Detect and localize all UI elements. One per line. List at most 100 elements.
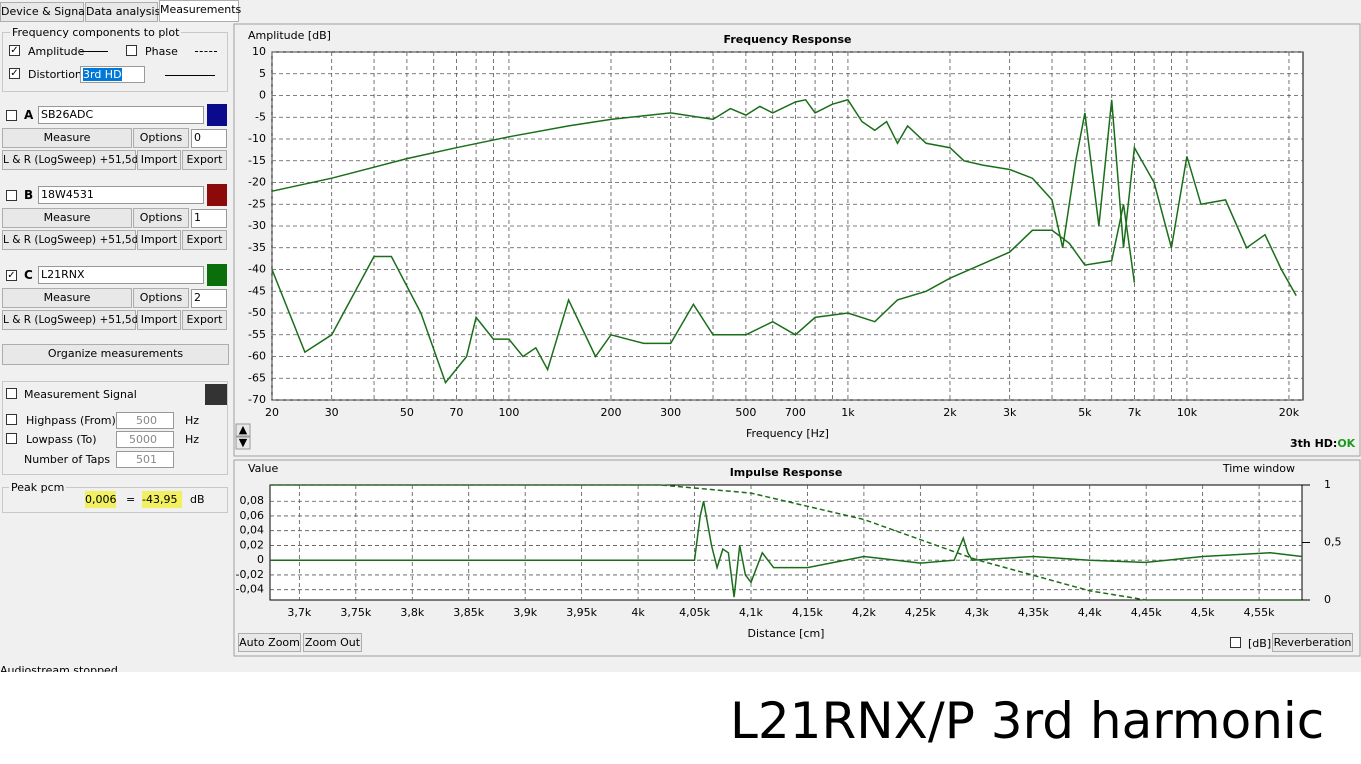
x-tick-label: 7k [1128,406,1142,419]
x-tick-label: 4,15k [792,606,823,619]
button[interactable]: Options [133,208,189,228]
arrow: ▼ [239,436,248,449]
plot-area [269,484,1303,601]
y2-tick-label: 0 [1324,593,1331,606]
scroll-down[interactable] [235,436,251,450]
series-line [271,98,1297,296]
x-tick-label: 4,4k [1078,606,1102,619]
spin[interactable]: 2 [191,289,227,308]
checkbox[interactable]: ✓ [6,270,17,281]
x-tick-label: 3,85k [453,606,484,619]
y-tick-label: -5 [255,110,266,123]
button[interactable]: Import [137,310,181,330]
label: = [126,493,136,506]
input[interactable]: 5000 [116,431,174,448]
checkbox[interactable] [6,190,17,201]
label: Distortion [28,68,82,81]
button[interactable]: Options [133,288,189,308]
x-tick-label: 20 [265,406,279,419]
unit: dB [190,493,205,506]
x-tick-label: 500 [735,406,756,419]
group-box [2,487,228,513]
tab-active[interactable]: Measurements [159,0,241,22]
dropdown[interactable]: L21RNX [38,266,204,284]
y-tick-label: 0,04 [240,524,265,537]
x-tick-label: 20k [1279,406,1300,419]
button[interactable]: Export [182,310,227,330]
button[interactable]: Organize measurements [2,344,229,365]
y2-tick-label: 1 [1324,478,1331,491]
checkbox[interactable]: ✓ [9,45,20,56]
unit: Hz [185,414,200,427]
tab[interactable]: Device & Signal [0,2,88,22]
label: Number of Taps [24,453,111,466]
button[interactable]: Measure [2,208,132,228]
dropdown[interactable]: 18W4531 [38,186,204,204]
letter: B [24,188,34,202]
input[interactable]: 501 [116,451,174,468]
value: 0,006 [85,491,117,508]
y-tick-label: -10 [248,132,266,145]
button[interactable]: Measure [2,128,132,148]
y-tick-label: -60 [248,350,266,363]
x-tick-label: 700 [785,406,806,419]
y-tick-label: 0 [259,89,266,102]
value: -43,95 [142,491,182,508]
color-swatch[interactable] [205,384,227,405]
y-axis-label: Value [248,462,278,475]
dropdown[interactable]: SB26ADC [38,106,204,124]
x-tick-label: 4,05k [679,606,710,619]
x-tick-label: 1k [841,406,855,419]
x-tick-label: 10k [1177,406,1198,419]
checkbox[interactable] [6,433,17,444]
button[interactable]: Export [182,150,227,170]
button[interactable]: Import [137,230,181,250]
group-box [2,381,228,475]
color-swatch[interactable] [207,264,227,286]
dropdown[interactable]: 3rd HD [80,66,145,83]
charts: ▲ ▼ 3th HD:OK Frequency Response Amplitud… [233,23,1361,657]
x-tick-label: 4,2k [852,606,876,619]
checkbox[interactable] [126,45,137,56]
hd-status: 3th HD:OK [1290,437,1356,450]
button[interactable]: Measure [2,288,132,308]
spin[interactable]: 0 [191,129,227,148]
y-tick-label: 10 [252,45,266,58]
line-sample [80,51,108,52]
checkbox[interactable] [6,414,17,425]
button[interactable]: Zoom Out [303,633,362,652]
checkbox[interactable] [1230,637,1241,648]
label: Phase [145,45,178,58]
color-swatch[interactable] [207,104,227,126]
x-axis-label: Frequency [Hz] [746,427,829,440]
scroll-up[interactable] [235,423,251,437]
x-tick-label: 3,8k [400,606,424,619]
checkbox[interactable] [6,110,17,121]
y-tick-label: -45 [248,284,266,297]
label: [dB] [1248,637,1272,650]
button[interactable]: Import [137,150,181,170]
x-tick-label: 3k [1003,406,1017,419]
spin[interactable]: 1 [191,209,227,228]
info: L & R (LogSweep) +51,5dB [2,230,146,250]
color-swatch[interactable] [207,184,227,206]
y-tick-label: 0,08 [240,494,265,507]
button[interactable]: Reverberation [1272,633,1353,652]
chart-title: Impulse Response [730,466,843,479]
y-tick-label: -0,04 [236,583,264,596]
y2-axis-label: Time window [1222,462,1295,475]
series-line [271,204,1136,385]
tab[interactable]: Data analysis [85,2,160,22]
x-tick-label: 4,1k [739,606,763,619]
info: L & R (LogSweep) +51,5dB [2,310,146,330]
button[interactable]: Options [133,128,189,148]
label: Amplitude [28,45,85,58]
y-tick-label: -15 [248,154,266,167]
x-tick-label: 3,95k [566,606,597,619]
button[interactable]: Export [182,230,227,250]
button[interactable]: Auto Zoom [238,633,301,652]
input[interactable]: 500 [116,412,174,429]
checkbox[interactable] [6,388,17,399]
checkbox[interactable]: ✓ [9,68,20,79]
x-tick-label: 3,9k [513,606,537,619]
